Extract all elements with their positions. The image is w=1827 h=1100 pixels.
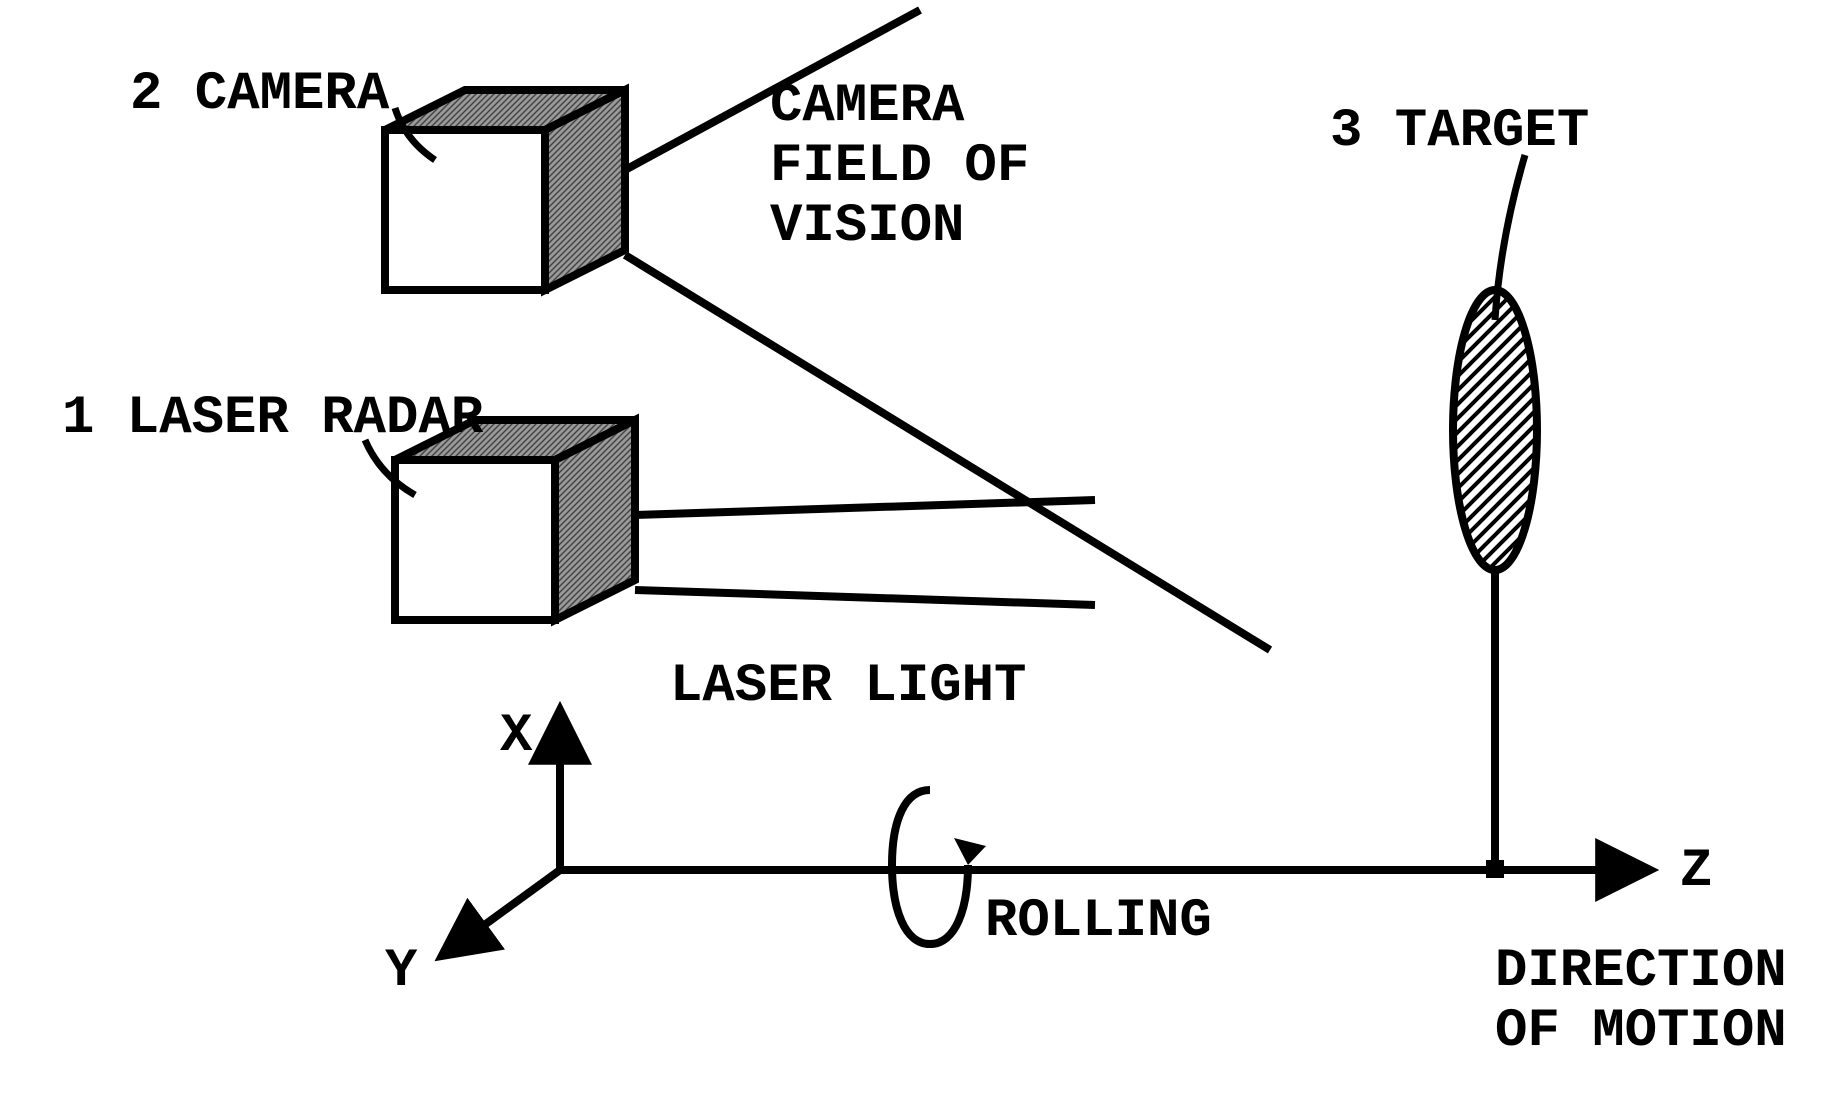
label-direction-1: DIRECTION bbox=[1495, 941, 1787, 1002]
camera-cube bbox=[385, 90, 625, 290]
label-laser-light: LASER LIGHT bbox=[670, 656, 1026, 717]
label-rolling: ROLLING bbox=[985, 891, 1212, 952]
label-axis-z: Z bbox=[1680, 841, 1712, 902]
label-direction-2: OF MOTION bbox=[1495, 1001, 1787, 1062]
label-axis-x: X bbox=[500, 706, 533, 767]
laser-light-lines bbox=[635, 500, 1095, 605]
laser-radar-cube bbox=[395, 420, 635, 620]
label-camera-fov-1: CAMERA bbox=[770, 76, 965, 137]
label-axis-y: Y bbox=[385, 941, 418, 1002]
label-camera-fov-2: FIELD OF bbox=[770, 136, 1029, 197]
label-target: 3 TARGET bbox=[1330, 101, 1589, 162]
label-radar: 1 LASER RADAR bbox=[62, 388, 484, 449]
target bbox=[1453, 290, 1537, 878]
label-camera-fov-3: VISION bbox=[770, 196, 964, 257]
diagram-canvas: 2 CAMERA CAMERA FIELD OF VISION 3 TARGET… bbox=[0, 0, 1827, 1100]
label-camera: 2 CAMERA bbox=[130, 64, 390, 125]
